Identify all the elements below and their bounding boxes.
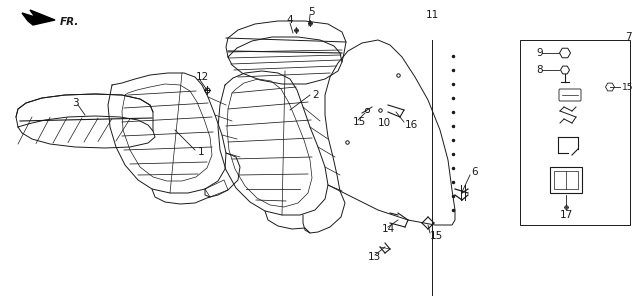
Text: 16: 16 — [405, 120, 419, 130]
Bar — [520, 40, 630, 225]
Text: 15: 15 — [430, 231, 444, 241]
Text: 15: 15 — [353, 117, 366, 127]
Text: 13: 13 — [368, 252, 381, 262]
Text: 7: 7 — [625, 32, 632, 42]
Bar — [554, 171, 578, 189]
Text: 5: 5 — [308, 7, 315, 17]
Text: 10: 10 — [378, 118, 391, 128]
Text: 9: 9 — [536, 48, 543, 58]
Text: 6: 6 — [471, 167, 477, 177]
Text: 1: 1 — [198, 147, 205, 157]
Text: 3: 3 — [72, 98, 79, 108]
Text: FR.: FR. — [60, 17, 79, 27]
Bar — [550, 167, 582, 193]
Text: 12: 12 — [196, 72, 209, 82]
Text: 4: 4 — [286, 15, 292, 25]
Text: 17: 17 — [559, 210, 573, 220]
Text: 11: 11 — [426, 10, 438, 20]
Text: 8: 8 — [536, 65, 543, 75]
Text: 15: 15 — [622, 82, 634, 92]
Text: 2: 2 — [312, 90, 319, 100]
Text: 14: 14 — [382, 224, 396, 234]
Polygon shape — [22, 10, 55, 25]
